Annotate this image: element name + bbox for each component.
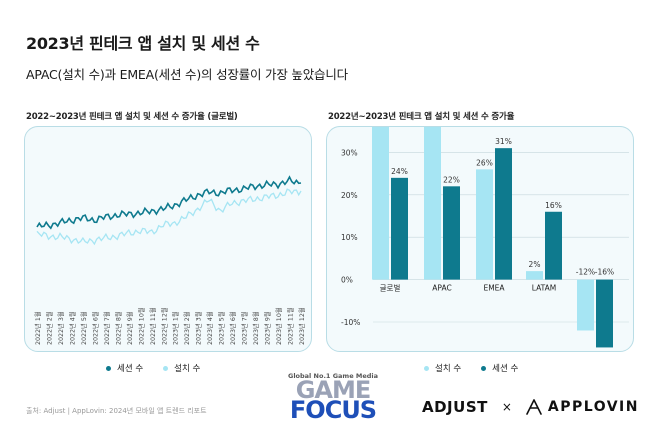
- x-tick-label: 2022년 7월: [102, 311, 111, 345]
- sessions-bar: [495, 148, 512, 280]
- installs-bar: [424, 76, 441, 280]
- x-tick-label: 2022년 10월: [136, 307, 145, 345]
- legend-label-sessions-bar: 세션 수: [492, 364, 519, 374]
- x-tick-label: 2023년 9월: [263, 311, 272, 345]
- y-tick-label: 0%: [341, 276, 353, 285]
- category-label: APAC: [432, 284, 451, 293]
- legend-swatch-installs-bar: [424, 365, 429, 371]
- source-note: 출처: Adjust | AppLovin: 2024년 모바일 앱 트렌드 리…: [26, 407, 207, 415]
- x-tick-label: 2023년 4월: [205, 311, 214, 345]
- x-tick-label: 2022년 3월: [56, 311, 65, 345]
- x-tick-label: 2022년 6월: [90, 311, 99, 345]
- applovin-triangle-icon: [526, 399, 542, 415]
- bar-value-label: 2%: [529, 260, 541, 269]
- bar-value-label: 26%: [476, 158, 493, 167]
- adjust-logo: ADJUST: [422, 398, 488, 416]
- bar-value-label: 16%: [545, 201, 562, 210]
- x-tick-label: 2022년 11월: [148, 307, 157, 345]
- line-chart: 2022년 1월 2022년 2월 2022년 3월 2022년 4월 2022년 5월…: [33, 175, 306, 345]
- x-tick-label: 2022년 1월: [33, 311, 42, 345]
- watermark-game: GAME: [295, 376, 372, 404]
- bar-value-label: 24%: [391, 167, 408, 176]
- x-tick-label: 2022년 5월: [79, 311, 88, 345]
- x-tick-label: 2023년 2월: [182, 311, 191, 345]
- y-tick-label: 10%: [341, 233, 358, 242]
- installs-bar: [526, 271, 543, 280]
- y-tick-label: -10%: [341, 318, 360, 327]
- legend-label-installs-bar: 설치 수: [435, 364, 462, 374]
- x-tick-label: 2023년 10월: [274, 307, 283, 345]
- sessions-bar: [443, 186, 460, 280]
- installs-line: [36, 188, 302, 246]
- gamefocus-watermark: Global No.1 Game Media GAME FOCUS: [258, 372, 408, 428]
- watermark-tagline: Global No.1 Game Media: [287, 372, 379, 380]
- x-tick-label: 2023년 8월: [251, 311, 260, 345]
- bar-value-label: -16%: [595, 268, 614, 277]
- installs-bar: [476, 169, 493, 280]
- applovin-logo: APPLOVIN: [547, 399, 639, 415]
- bar-value-label: 22%: [443, 175, 460, 184]
- category-label: EMEA: [483, 284, 505, 293]
- x-tick-label: 2022년 9월: [125, 311, 134, 345]
- x-tick-label: 2023년 11월: [286, 307, 295, 345]
- legend-swatch-sessions-bar: [481, 365, 487, 371]
- x-tick-label: 2023년 1월: [171, 311, 180, 345]
- installs-bar: [577, 279, 594, 331]
- sessions-bar: [545, 211, 562, 280]
- sessions-bar: [596, 279, 613, 348]
- chart-title: 2023년 핀테크 앱 설치 및 세션 수: [26, 34, 260, 53]
- legend-swatch-sessions: [106, 365, 111, 371]
- x-tick-label: 2022년 8월: [113, 311, 122, 345]
- bar-chart-panel: 60%50%40%30%20%10%0%-10%-20%42%24%글로벌48%…: [326, 21, 634, 369]
- legend-label-installs: 설치 수: [174, 364, 201, 374]
- line-chart-title: 2022~2023년 핀테크 앱 설치 및 세션 수 증가율 (글로벌): [26, 112, 238, 122]
- bar-value-label: 31%: [495, 137, 512, 146]
- x-tick-label: 2023년 3월: [194, 311, 203, 345]
- x-tick-label: 2022년 4월: [67, 311, 76, 345]
- x-tick-label: 2022년 12월: [159, 307, 168, 345]
- category-label: LATAM: [532, 284, 557, 293]
- sessions-bar: [391, 177, 408, 280]
- chart-subtitle: APAC(설치 수)과 EMEA(세션 수)의 성장률이 가장 높았습니다: [26, 67, 348, 82]
- line-chart-panel: 2022년 1월 2022년 2월 2022년 3월 2022년 4월 2022년 5월…: [24, 126, 312, 352]
- bar-chart-title: 2022년~2023년 핀테크 앱 설치 및 세션 수 증가율: [328, 112, 515, 122]
- x-tick-label: 2023년 12월: [297, 307, 306, 345]
- category-label: 글로벌: [380, 283, 401, 293]
- bar-chart: 60%50%40%30%20%10%0%-10%-20%42%24%글로벌48%…: [341, 21, 629, 369]
- legend-swatch-installs: [163, 365, 169, 371]
- x-tick-label: 2022년 2월: [44, 311, 53, 345]
- y-tick-label: 20%: [341, 191, 358, 200]
- times-sign: ×: [501, 400, 512, 414]
- y-tick-label: 30%: [341, 148, 358, 157]
- bar-value-label: -12%: [576, 268, 595, 277]
- x-tick-label: 2023년 5월: [217, 311, 226, 345]
- watermark-focus: FOCUS: [289, 396, 377, 424]
- x-tick-label: 2023년 7월: [240, 311, 249, 345]
- partner-logos: ADJUST × APPLOVIN: [422, 396, 639, 418]
- installs-bar: [372, 101, 389, 280]
- sessions-line: [36, 175, 302, 230]
- category-label: 북미: [588, 350, 602, 351]
- legend-label-sessions: 세션 수: [117, 364, 144, 374]
- x-tick-label: 2023년 6월: [228, 311, 237, 345]
- line-chart-legend: 세션 수 설치 수: [92, 362, 200, 374]
- bar-chart-legend: 설치 수 세션 수: [410, 362, 518, 374]
